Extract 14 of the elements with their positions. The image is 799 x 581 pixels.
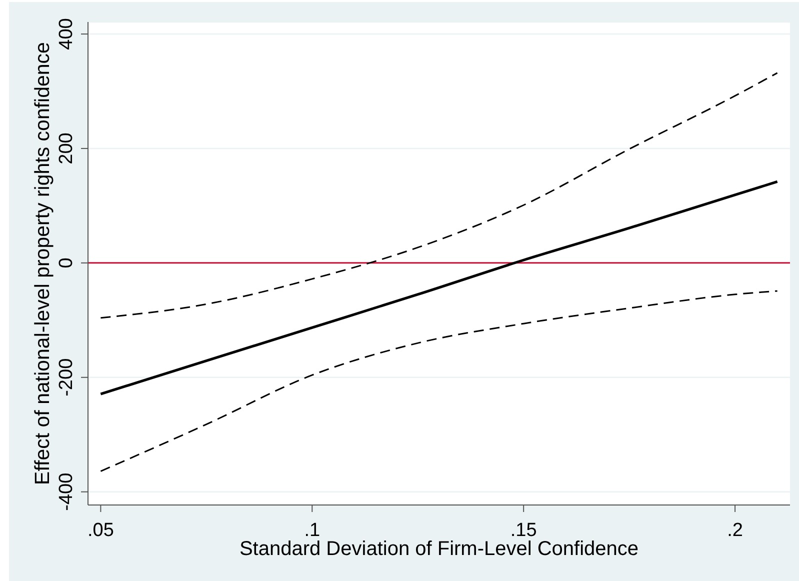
line-series xyxy=(100,290,778,472)
line-series xyxy=(99,180,779,396)
y-axis-title: Effect of national-level property rights confidence xyxy=(31,42,54,485)
x-tick-label: .1 xyxy=(304,520,320,541)
x-tick-label: .15 xyxy=(510,520,537,541)
y-tick-label: 200 xyxy=(56,132,77,164)
y-tick-label: -200 xyxy=(56,358,77,396)
line-series xyxy=(100,72,778,319)
x-tick-label: .2 xyxy=(727,520,743,541)
y-tick-label: -400 xyxy=(56,472,77,511)
y-tick-label: 0 xyxy=(56,258,77,268)
x-tick-label: .05 xyxy=(87,520,114,541)
x-axis-title: Standard Deviation of Firm-Level Confidence xyxy=(239,538,639,560)
y-tick-label: 400 xyxy=(56,18,77,50)
